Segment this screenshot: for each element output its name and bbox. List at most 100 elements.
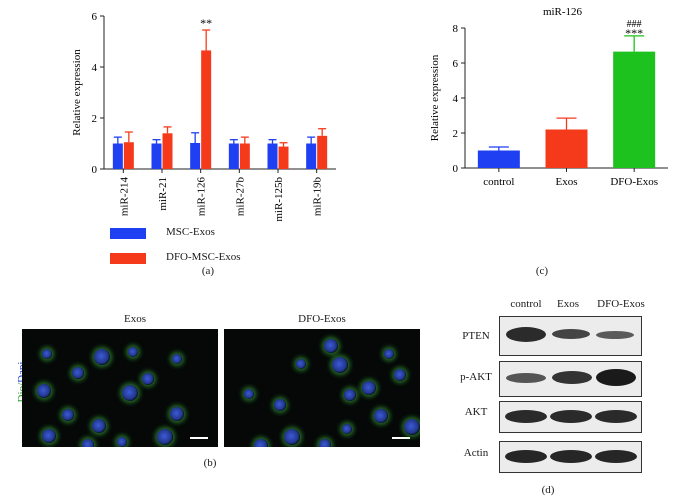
cell <box>319 439 331 447</box>
blot-strip-akt <box>499 401 642 433</box>
cell <box>72 367 84 379</box>
blot-band <box>596 331 634 339</box>
blot-col-dfo-exos: DFO-Exos <box>597 298 645 310</box>
cell <box>274 399 286 411</box>
blot-band <box>550 410 592 423</box>
legend-label-dfo-msc-exos: DFO-MSC-Exos <box>166 251 241 263</box>
blot-band <box>505 450 547 463</box>
significance-marker-star: *** <box>625 26 643 40</box>
y-tick-label: 4 <box>92 62 98 74</box>
blot-band <box>552 371 592 384</box>
x-tick-label: miR-125b <box>273 177 285 222</box>
cell <box>332 357 348 373</box>
micro-title-exos: Exos <box>124 313 146 325</box>
cell <box>94 349 110 365</box>
bar <box>545 129 588 168</box>
blot-row-pten: PTEN <box>462 330 490 342</box>
y-tick-label: 6 <box>92 11 98 23</box>
cell <box>344 389 356 401</box>
cell <box>42 349 52 359</box>
x-tick-label: miR-19b <box>312 177 324 217</box>
cell <box>394 369 406 381</box>
blot-col-control: control <box>510 298 542 310</box>
cell <box>142 373 154 385</box>
cell <box>324 339 338 353</box>
scale-bar <box>392 437 410 439</box>
legend-swatch-msc-exos <box>110 228 146 239</box>
x-tick-label: miR-21 <box>157 177 169 211</box>
y-tick-label: 0 <box>92 164 98 176</box>
significance-marker: ** <box>200 16 212 30</box>
bar <box>239 143 250 169</box>
legend-label-msc-exos: MSC-Exos <box>166 226 215 238</box>
y-tick-label: 8 <box>453 23 459 35</box>
cell <box>170 407 184 421</box>
blot-strip-actin <box>499 441 642 473</box>
bar <box>613 51 656 168</box>
cell <box>117 437 127 447</box>
cell <box>92 419 106 433</box>
y-tick-label: 4 <box>453 93 459 105</box>
x-tick-label: Exos <box>556 176 578 188</box>
x-tick-label: miR-214 <box>118 177 130 217</box>
cell <box>404 419 420 435</box>
blot-row-actin: Actin <box>463 447 489 459</box>
cell <box>254 439 268 447</box>
panel-label-b: (b) <box>203 457 217 469</box>
cell <box>342 424 352 434</box>
blot-band <box>550 450 592 463</box>
cell <box>37 384 51 398</box>
y-tick-label: 2 <box>453 128 459 140</box>
bar <box>123 142 134 169</box>
blot-strip-p-akt <box>499 361 642 397</box>
cell <box>296 359 306 369</box>
x-tick-label: miR-126 <box>196 177 208 217</box>
bar <box>228 143 239 169</box>
cell <box>128 347 138 357</box>
bar <box>162 133 173 169</box>
bar <box>201 50 212 169</box>
blot-col-exos: Exos <box>557 298 579 310</box>
cell <box>362 381 376 395</box>
cell <box>157 429 173 445</box>
y-tick-label: 2 <box>92 113 98 125</box>
cell <box>122 385 138 401</box>
bar <box>151 143 162 169</box>
bar <box>477 150 520 168</box>
blot-row-akt: AKT <box>464 406 488 418</box>
blot-row-p-akt: p-AKT <box>460 371 492 383</box>
bar <box>267 143 278 169</box>
x-tick-label: control <box>483 176 514 188</box>
cell <box>42 429 56 443</box>
blot-strip-pten <box>499 316 642 356</box>
chart-c: miR-126 0 2 4 6 8 Relative expression control Ex… <box>429 6 668 188</box>
bar <box>190 142 201 169</box>
bar <box>112 143 123 169</box>
blot-band <box>505 410 547 423</box>
panel-label-a: (a) <box>201 265 215 277</box>
cell <box>82 439 94 447</box>
bar <box>317 135 328 169</box>
blot-band <box>596 369 636 386</box>
blot-band <box>595 410 637 423</box>
micrograph-exos <box>22 329 218 447</box>
micro-title-dfo-exos: DFO-Exos <box>298 313 346 325</box>
blot-band <box>595 450 637 463</box>
cell <box>374 409 388 423</box>
scale-bar <box>190 437 208 439</box>
y-axis-label: Relative expression <box>71 49 83 136</box>
cell <box>244 389 254 399</box>
panel-label-d: (d) <box>541 484 555 496</box>
cell <box>172 354 182 364</box>
cell <box>62 409 74 421</box>
panel-label-c: (c) <box>535 265 549 277</box>
chart-a: 0 2 4 6 Relative expression miR-214 miR-21 miR-… <box>71 11 336 222</box>
y-tick-label: 6 <box>453 58 459 70</box>
bar <box>306 143 317 169</box>
x-tick-label: DFO-Exos <box>610 176 658 188</box>
y-axis-label: Relative expression <box>429 54 441 141</box>
significance-marker-hash: ### <box>627 19 642 30</box>
chart-title: miR-126 <box>543 6 583 18</box>
legend-swatch-dfo-msc-exos <box>110 253 146 264</box>
bar <box>278 146 289 169</box>
